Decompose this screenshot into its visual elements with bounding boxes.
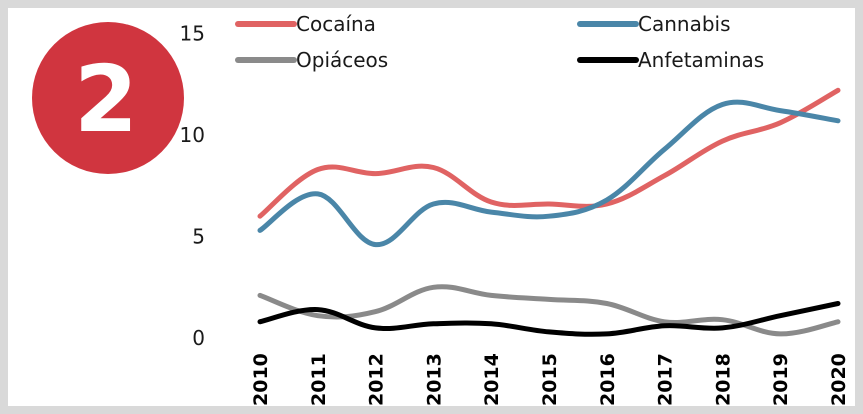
x-tick-label: 2017	[655, 353, 677, 406]
x-axis-ticks: 2010 2011 2012 2013 2014 2015 2016 2017 2018 2019…	[250, 353, 850, 406]
x-tick-label: 2020	[828, 353, 850, 406]
legend-item-2: Opiáceos	[235, 48, 388, 72]
chart-panel: 0 5 10 15 2010 2011 2012 2013 2014 2015 2016 2017 2…	[8, 8, 855, 406]
x-tick-label: 2010	[250, 353, 272, 406]
series-line-1	[257, 99, 841, 248]
badge-number: 2	[74, 46, 138, 153]
series-line-0	[257, 87, 841, 219]
y-axis-ticks: 0 5 10 15	[180, 22, 205, 351]
legend-item-3: Anfetaminas	[577, 48, 764, 72]
x-tick-label: 2018	[712, 353, 734, 406]
legend-label: Cocaína	[296, 12, 376, 36]
plot-lines	[257, 87, 841, 337]
legend-label: Opiáceos	[296, 48, 388, 72]
x-tick-label: 2014	[481, 353, 503, 406]
legend-label: Cannabis	[638, 12, 731, 36]
x-tick-label: 2015	[539, 353, 561, 406]
badge-circle	[32, 22, 184, 174]
badge: 2	[32, 22, 184, 174]
series-line-2	[257, 284, 841, 337]
x-tick-label: 2011	[308, 353, 330, 406]
x-tick-label: 2013	[423, 353, 445, 406]
y-tick-label: 0	[192, 326, 205, 350]
y-tick-label: 5	[192, 225, 205, 249]
x-tick-label: 2016	[597, 353, 619, 406]
y-tick-label: 15	[180, 22, 205, 46]
x-tick-label: 2019	[770, 353, 792, 406]
legend: Cocaína Cannabis Opiáceos Anfetaminas	[235, 12, 764, 72]
legend-label: Anfetaminas	[638, 48, 764, 72]
series-line-3	[257, 301, 841, 337]
legend-item-1: Cannabis	[577, 12, 731, 36]
legend-item-0: Cocaína	[235, 12, 376, 36]
x-tick-label: 2012	[366, 353, 388, 406]
y-tick-label: 10	[180, 123, 205, 147]
